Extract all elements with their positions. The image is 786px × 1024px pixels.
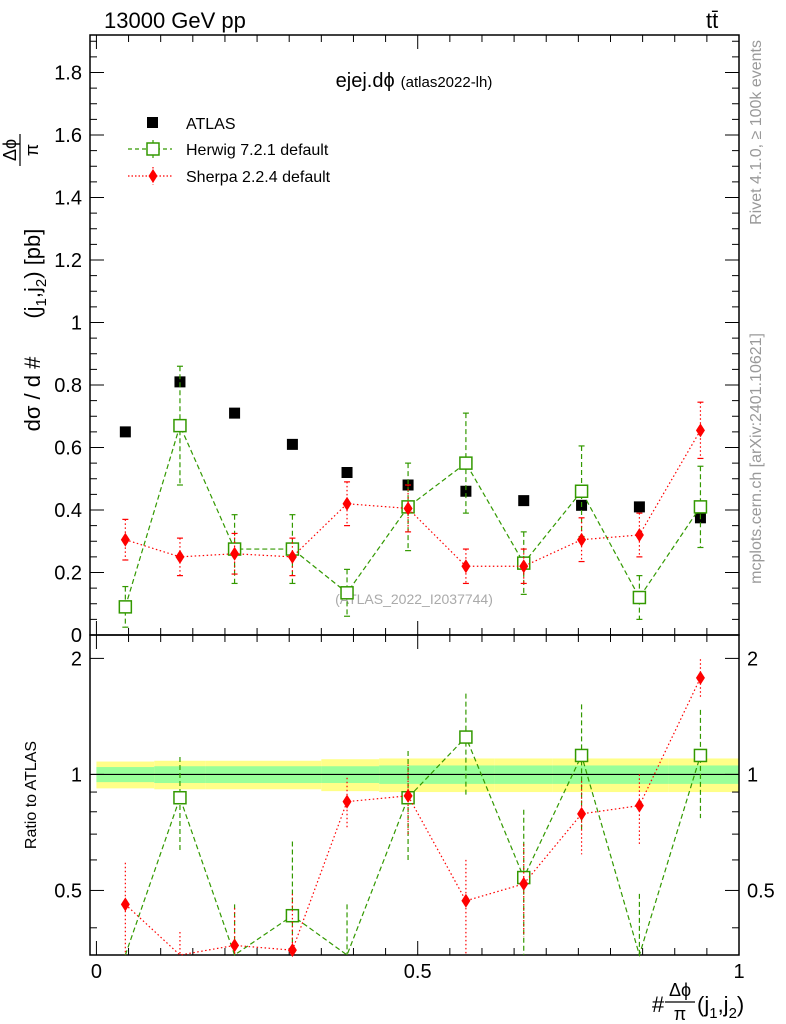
sherpa-ratio-point [634, 798, 644, 813]
chart-title: ejej.dϕ (atlas2022-lh) [336, 70, 493, 92]
y-tick-label: 1.4 [54, 188, 82, 210]
atlas-point [633, 501, 645, 513]
ratio-tick-label-right: 0.5 [747, 880, 775, 902]
atlas-point [286, 438, 298, 450]
atlas-point [119, 426, 131, 438]
legend-sherpa-marker [148, 169, 158, 183]
sherpa-ratio-point [519, 876, 529, 891]
legend-herwig-label: Herwig 7.2.1 default [186, 142, 329, 159]
sherpa-point [461, 559, 471, 574]
herwig-ratio-point [459, 730, 473, 744]
ratio-tick-label: 0.5 [54, 880, 82, 902]
svg-text:#: # [652, 992, 665, 1017]
ratio-series [120, 659, 708, 958]
series-line [124, 423, 701, 608]
herwig-ratio-point [285, 908, 300, 923]
ratio-panel-frame [89, 634, 740, 956]
sherpa-ratio-point [403, 788, 413, 803]
ratio-tick-label: 2 [71, 648, 82, 670]
axis-ticks [90, 35, 740, 955]
svg-text:π: π [22, 144, 42, 156]
y-tick-label: 1.2 [54, 250, 82, 272]
legend-atlas-marker [147, 117, 158, 128]
sherpa-ratio-point [577, 806, 587, 821]
sherpa-point [577, 532, 587, 547]
svg-text:Δϕ: Δϕ [669, 980, 691, 1000]
ratio-frame-box [89, 634, 740, 956]
svg-text:π: π [674, 1004, 686, 1024]
axis-tick-labels: 0 0.2 0.4 0.6 0.8 1 1.2 1.4 1.6 1.8 0 0.5 1 0.5 0.5 1 1 2… [54, 63, 775, 984]
svg-text:Δϕ: Δϕ [0, 139, 20, 161]
herwig-point [459, 456, 473, 470]
herwig-ratio-point [693, 748, 708, 763]
ratio-tick-label-right: 2 [747, 648, 758, 670]
x-tick-label: 0.5 [404, 961, 432, 983]
herwig-point [693, 500, 708, 514]
y-tick-label: 1.6 [54, 125, 82, 147]
y-tick-label: 0.6 [54, 438, 82, 460]
sherpa-ratio-point [230, 938, 240, 953]
sherpa-ratio-point [287, 943, 297, 958]
energy-label: 13000 GeV pp [104, 8, 246, 33]
svg-text:(j1,j2): (j1,j2) [697, 992, 744, 1022]
ratio-y-label: Ratio to ATLAS [23, 741, 40, 849]
sherpa-point [403, 501, 413, 516]
sherpa-point [519, 559, 529, 574]
ratio-tick-label: 1 [71, 764, 82, 786]
x-tick-label: 0 [91, 961, 102, 983]
legend-sherpa-label: Sherpa 2.2.4 default [186, 169, 331, 186]
x-tick-label: 1 [733, 961, 744, 983]
process-label: tt̄ [706, 8, 718, 33]
y-axis-fraction: Δϕ π [0, 134, 42, 166]
y-tick-label: 1 [71, 313, 82, 335]
herwig-point [118, 600, 133, 614]
x-axis-label: # Δϕ π (j1,j2) [652, 980, 744, 1024]
y-tick-label: 0 [71, 625, 82, 647]
ratio-series-line [124, 677, 701, 956]
atlas-point [460, 485, 472, 497]
ratio-bands [90, 758, 739, 793]
herwig-point [340, 586, 354, 600]
y-tick-label: 0.2 [54, 563, 82, 585]
ratio-tick-label-right: 1 [747, 764, 758, 786]
legend-atlas-label: ATLAS [186, 116, 236, 133]
sherpa-point [287, 549, 297, 564]
sherpa-point [120, 532, 130, 547]
herwig-ratio-point [173, 790, 187, 805]
mcplots-label: mcplots.cern.ch [arXiv:2401.10621] [748, 333, 765, 584]
herwig-ratio-point [574, 748, 589, 763]
legend-herwig-marker [146, 142, 160, 156]
main-series [118, 365, 708, 628]
svg-text:dσ / d #(j1,j2) [pb]: dσ / d #(j1,j2) [pb] [20, 229, 50, 432]
herwig-point [632, 590, 647, 605]
sherpa-point [695, 423, 705, 438]
y-tick-label: 0.4 [54, 500, 82, 522]
herwig-point [173, 418, 187, 433]
sherpa-point [175, 549, 185, 564]
sherpa-point [342, 496, 352, 511]
atlas-point [229, 407, 241, 419]
sherpa-ratio-point [461, 893, 471, 908]
atlas-point [518, 495, 530, 507]
sherpa-ratio-point [342, 794, 352, 809]
y-axis-label: dσ / d #(j1,j2) [pb] [20, 229, 50, 432]
y-tick-label: 1.8 [54, 63, 82, 85]
legend: ATLAS Herwig 7.2.1 default Sherpa 2.2.4 … [128, 116, 331, 186]
sherpa-ratio-point [120, 897, 130, 912]
sherpa-point [230, 546, 240, 561]
sherpa-point [634, 528, 644, 542]
atlas-point [341, 467, 353, 478]
atlas-point [174, 376, 186, 388]
analysis-watermark: (ATLAS_2022_I2037744) [335, 591, 493, 607]
rivet-label: Rivet 4.1.0, ≥ 100k events [748, 40, 765, 225]
herwig-point [574, 484, 589, 498]
sherpa-ratio-point [695, 670, 705, 685]
y-tick-label: 0.8 [54, 375, 82, 397]
